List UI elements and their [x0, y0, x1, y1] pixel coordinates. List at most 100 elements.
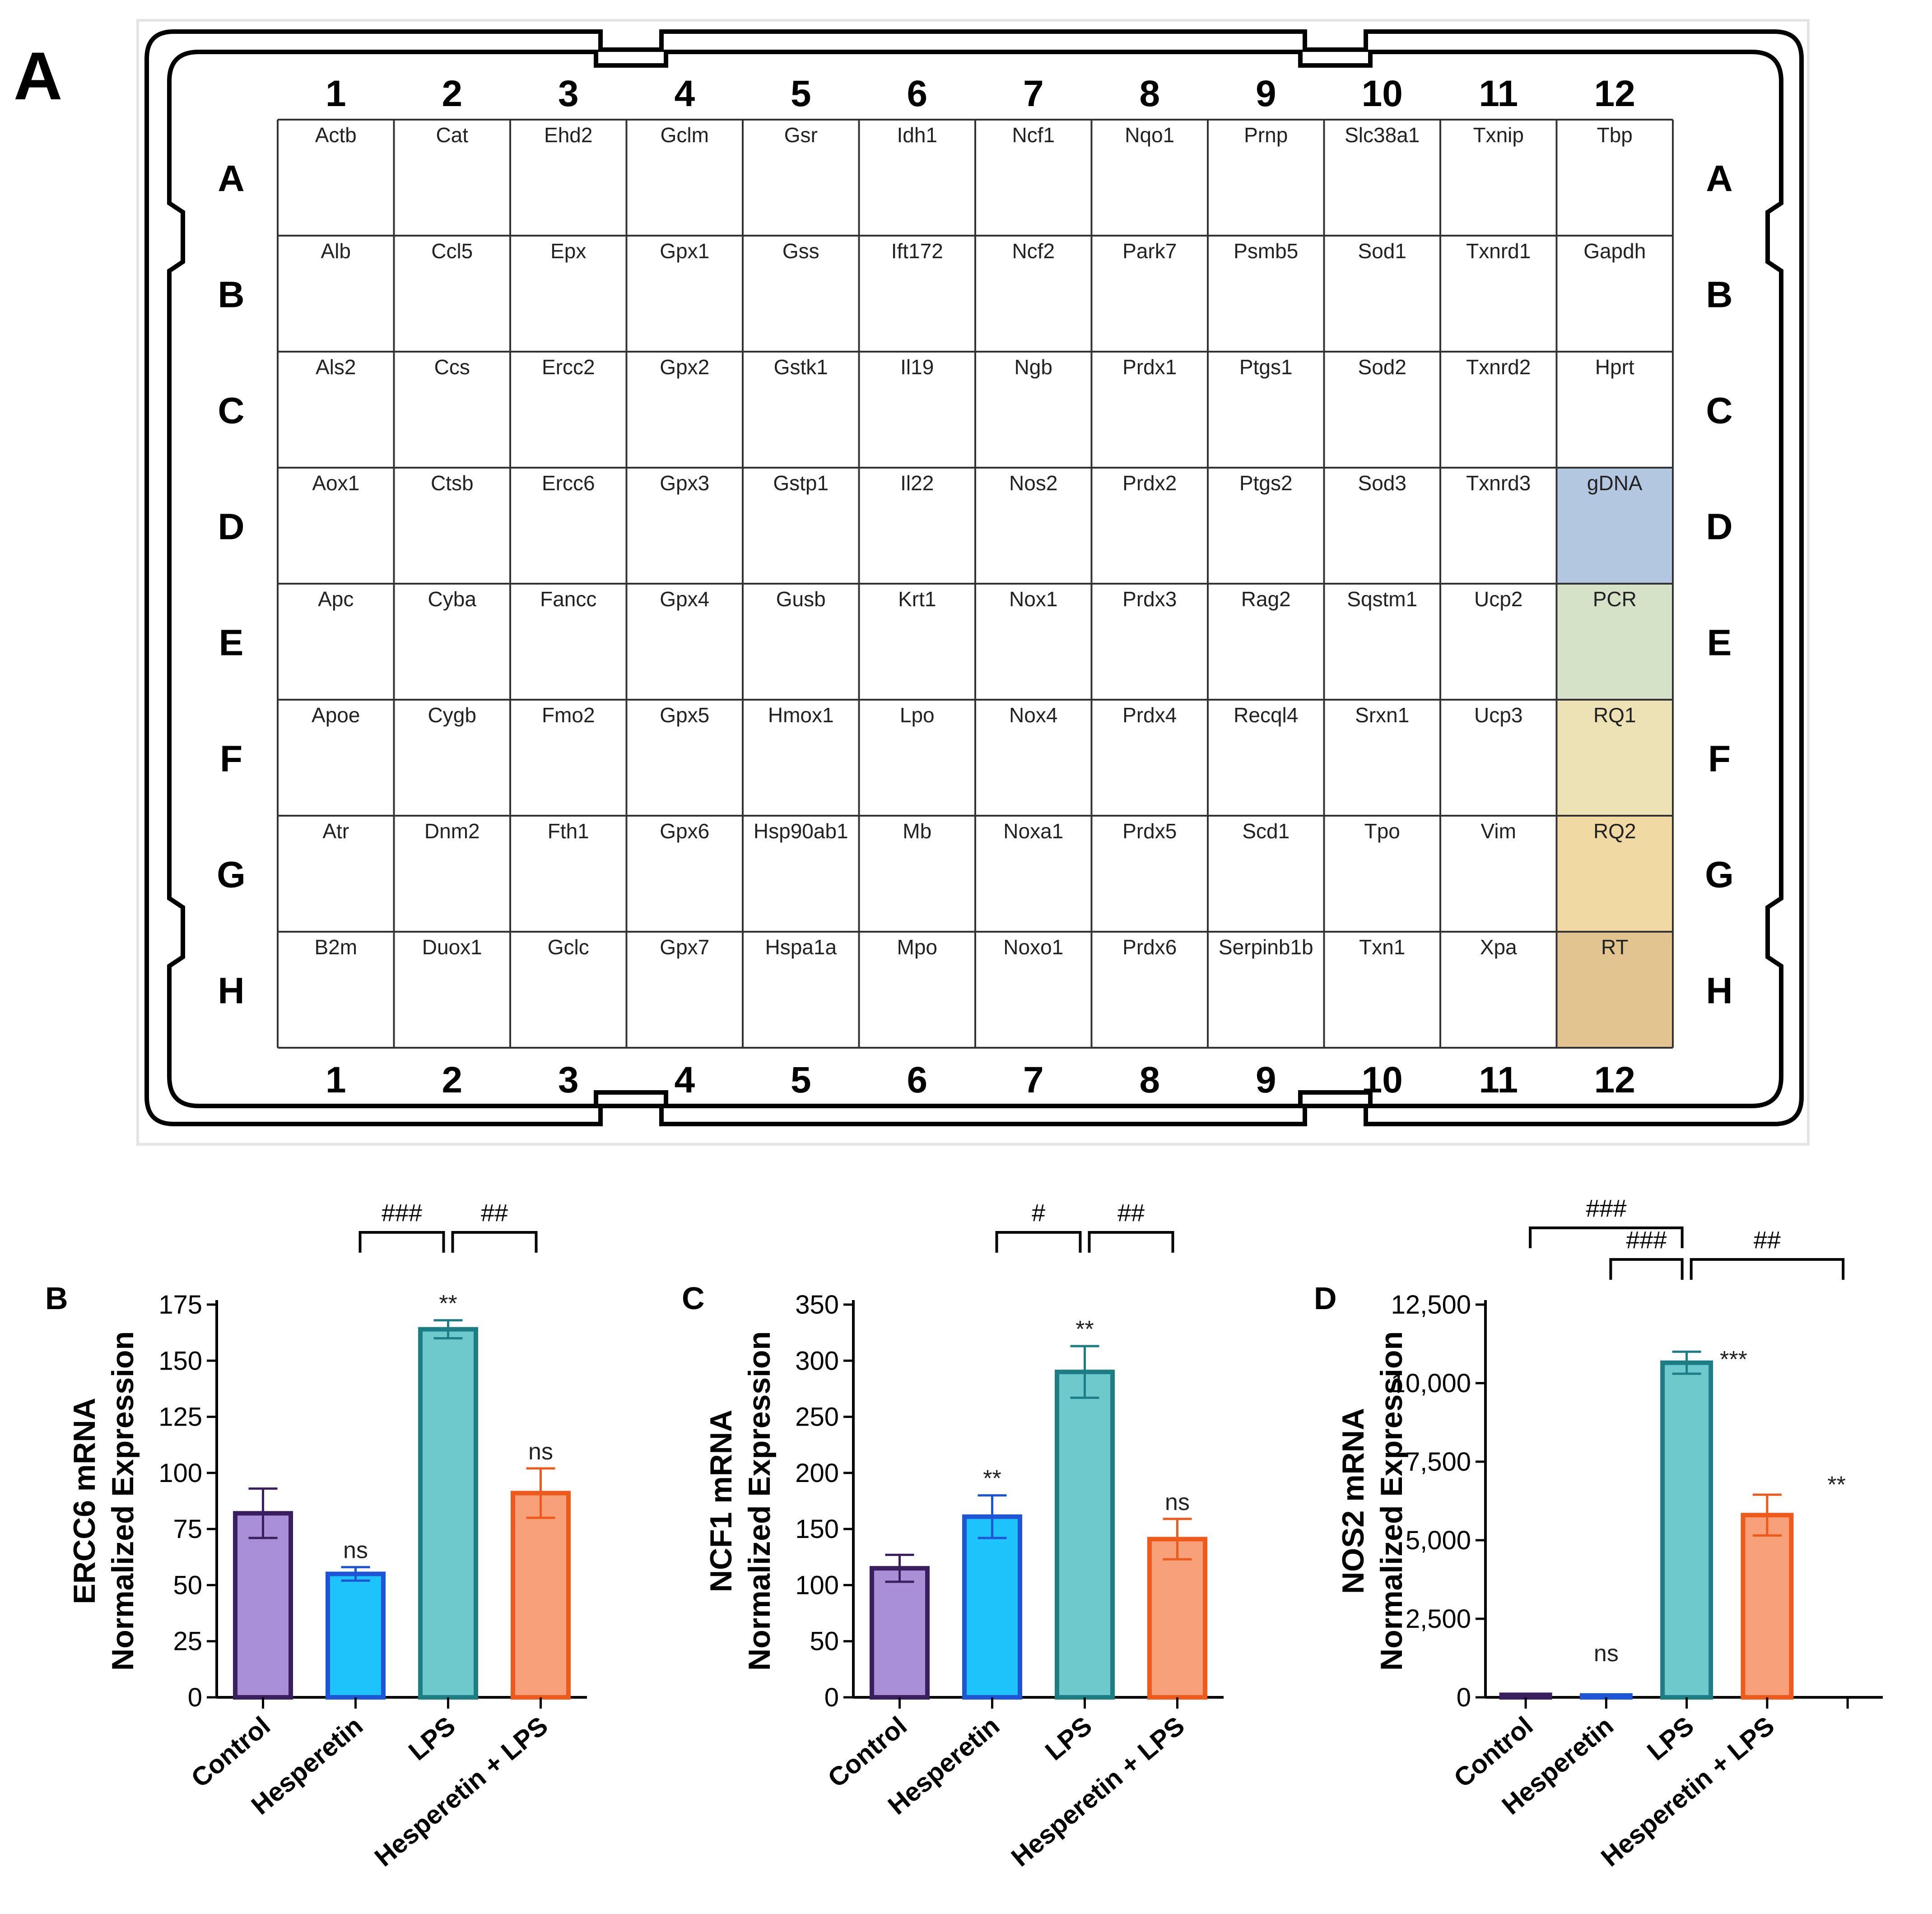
plate-background: [136, 19, 1810, 1146]
y-axis-title-line1: ERCC6 mRNA: [67, 1398, 102, 1604]
bracket-label: ###: [1586, 1195, 1626, 1222]
plate-well-label: Actb: [315, 123, 357, 147]
plate-well-label: Lpo: [900, 703, 935, 727]
plate-well-label: Tpo: [1364, 819, 1400, 843]
significance-label: ns: [343, 1538, 368, 1564]
significance-label: ns: [528, 1439, 553, 1465]
plate-column-label-top: 10: [1362, 73, 1403, 114]
plate-well-label: Gss: [782, 239, 819, 263]
plate-column-label-bottom: 6: [907, 1059, 927, 1101]
comparison-bracket: [358, 1231, 445, 1253]
significance-label: **: [439, 1291, 457, 1317]
plate-well-label: Cat: [436, 123, 468, 147]
plate-well-label: Sqstm1: [1347, 587, 1417, 611]
plate-well-label: Nos2: [1009, 471, 1057, 495]
y-tick-label: 50: [173, 1570, 202, 1600]
plate-column-label-bottom: 12: [1594, 1059, 1635, 1101]
plate-column-label-top: 8: [1139, 73, 1160, 114]
plate-well-label: Nox1: [1009, 587, 1057, 611]
ercc6-bar-chart: B ERCC6 mRNA Normalized Expression 0 25 50 75 1…: [45, 1199, 587, 1872]
plate-well-label: Ccs: [434, 355, 470, 379]
x-tick-label: LPS: [403, 1711, 461, 1766]
plate-well-label: Prdx1: [1122, 355, 1177, 379]
plate-column-label-top: 3: [558, 73, 579, 114]
plate-column-label-top: 2: [442, 73, 462, 114]
x-tick-label: Control: [186, 1711, 276, 1793]
bar-4: [1741, 1513, 1794, 1700]
plate-well-label: RT: [1601, 935, 1629, 959]
plate-row-label-right: B: [1706, 274, 1732, 316]
plate-well-label: Sod2: [1358, 355, 1406, 379]
y-tick-label: 250: [795, 1403, 839, 1432]
bar-2: [326, 1571, 386, 1700]
plate-well-label: Gstk1: [774, 355, 828, 379]
x-tick-label: Control: [822, 1711, 912, 1793]
plate-column-label-bottom: 2: [442, 1059, 462, 1101]
comparison-bracket: [1690, 1258, 1845, 1280]
plate-well-label: Hmox1: [768, 703, 834, 727]
significance-label: ns: [1594, 1640, 1619, 1667]
y-tick-label: 0: [188, 1683, 202, 1712]
plate-well-label: Ercc2: [542, 355, 595, 379]
y-axis-title-line1: NOS2 mRNA: [1336, 1408, 1370, 1594]
plate-row-label-right: H: [1706, 971, 1732, 1012]
y-tick-label: 0: [824, 1683, 839, 1712]
plate-well-label: Cyba: [428, 587, 477, 611]
plate-well-label: Gpx6: [660, 819, 709, 843]
plate-well-label: Ift172: [891, 239, 943, 263]
plate-well-label: Psmb5: [1234, 239, 1298, 263]
bracket-label: ###: [1626, 1226, 1667, 1254]
plate-well-label: RQ2: [1593, 819, 1636, 843]
plate-column-label-bottom: 1: [326, 1059, 346, 1101]
plate-well-label: Tbp: [1597, 123, 1633, 147]
plate-well-label: B2m: [314, 935, 357, 959]
bar-3: [418, 1327, 478, 1700]
x-tick-label: LPS: [1642, 1711, 1699, 1766]
y-axis-title-line2: Normalized Expression: [1374, 1331, 1409, 1671]
plate-column-label-bottom: 3: [558, 1059, 579, 1101]
plate-row-label-right: A: [1706, 158, 1732, 200]
plate-well-label: Gsr: [784, 123, 818, 147]
plate-row-label-left: F: [220, 739, 242, 780]
plate-well-label: Sod3: [1358, 471, 1406, 495]
plate-inner-frame: [167, 50, 1783, 1108]
plate-column-label-top: 6: [907, 73, 927, 114]
comparison-bracket: [1088, 1231, 1174, 1253]
plate-well-label: Gpx5: [660, 703, 709, 727]
plate-row-label-right: C: [1706, 390, 1732, 432]
y-tick-label: 10,000: [1391, 1369, 1471, 1398]
plate-well-label: Gusb: [776, 587, 826, 611]
plate-well-label: Gclc: [548, 935, 589, 959]
panel-letter-b: B: [45, 1281, 68, 1316]
bar-1: [233, 1511, 293, 1700]
control-well-fill: [1556, 816, 1673, 932]
plate-well-label: Gpx3: [660, 471, 709, 495]
significance-label: ***: [1720, 1347, 1747, 1373]
plate-row-label-left: E: [219, 623, 244, 664]
plate-well-label: Apoe: [312, 703, 360, 727]
plate-column-label-top: 12: [1594, 73, 1635, 114]
plate-well-label: Serpinb1b: [1219, 935, 1313, 959]
plate-well-label: Prdx3: [1122, 587, 1177, 611]
plate-well-label: gDNA: [1587, 471, 1643, 495]
plate-well-label: Prdx4: [1122, 703, 1177, 727]
plate-well-label: Aox1: [312, 471, 359, 495]
plate-well-label: Sod1: [1358, 239, 1406, 263]
plate-well-label: Vim: [1481, 819, 1516, 843]
plate-column-label-top: 11: [1479, 73, 1518, 114]
y-tick-label: 150: [795, 1514, 839, 1544]
x-tick-label: LPS: [1040, 1711, 1098, 1766]
plate-column-label-bottom: 9: [1256, 1059, 1276, 1101]
plate-column-label-bottom: 5: [791, 1059, 811, 1101]
plate-well-label: Gpx2: [660, 355, 709, 379]
plate-well-label: Mb: [903, 819, 931, 843]
plate-well-label: Prdx5: [1122, 819, 1177, 843]
y-axis-title-line1: NCF1 mRNA: [704, 1410, 738, 1592]
x-tick-label: Hesperetin + LPS: [369, 1711, 553, 1872]
plate-row-label-right: G: [1705, 855, 1734, 896]
control-well-fill: [1556, 468, 1673, 584]
plate-well-label: Srxn1: [1355, 703, 1409, 727]
plate-well-label: Ptgs2: [1239, 471, 1293, 495]
plate-well-label: Apc: [318, 587, 354, 611]
